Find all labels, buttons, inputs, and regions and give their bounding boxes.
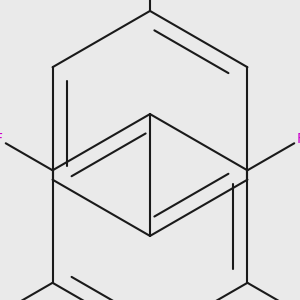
Text: F: F: [0, 132, 3, 146]
Text: F: F: [297, 132, 300, 146]
